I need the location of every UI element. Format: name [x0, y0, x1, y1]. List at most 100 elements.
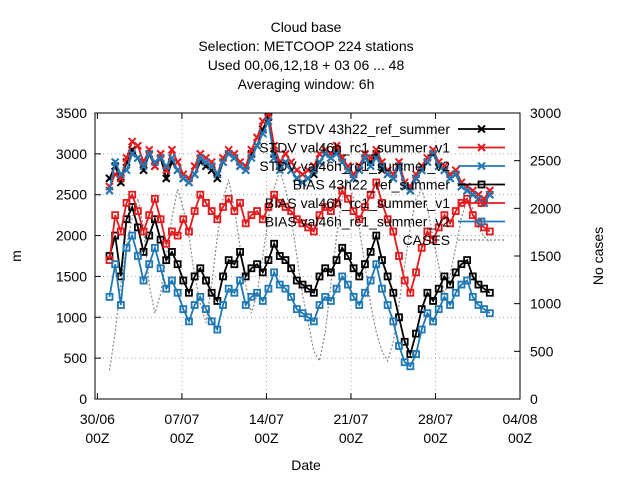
data-point [338, 186, 347, 195]
y2-tick-label: 1500 [530, 248, 561, 264]
data-point [247, 292, 256, 301]
data-point [406, 362, 415, 371]
data-point [162, 256, 171, 264]
data-point [219, 301, 227, 309]
data-point [151, 243, 159, 252]
data-point [133, 153, 143, 163]
data-point [173, 260, 182, 269]
data-point [406, 186, 415, 195]
data-point [429, 297, 437, 305]
legend-item: CASES [403, 232, 505, 248]
data-point [446, 280, 454, 289]
y-tick-label: 3000 [56, 146, 87, 162]
data-point [292, 174, 302, 183]
data-point [412, 329, 420, 338]
data-point [303, 174, 313, 183]
data-point [287, 292, 296, 301]
data-point [349, 292, 358, 301]
data-point [309, 227, 318, 236]
data-point [349, 264, 358, 273]
data-point [434, 223, 443, 232]
data-point [168, 227, 176, 236]
data-point [389, 288, 398, 297]
data-point [451, 170, 460, 179]
title-line-1: Cloud base [271, 19, 342, 35]
y2-tick-label: 2000 [530, 200, 561, 216]
data-point [281, 149, 290, 159]
x-tick-label: 00Z [423, 430, 448, 446]
data-point [162, 239, 171, 248]
plot-frame [94, 112, 521, 400]
data-point [179, 305, 188, 314]
data-point [202, 276, 210, 285]
data-point [236, 276, 244, 285]
data-point [156, 235, 165, 244]
data-point [440, 211, 449, 220]
series-5 [105, 178, 494, 297]
x-tick-label: 21/07 [333, 411, 368, 427]
legend-item: STDV val46h_rc1_summer_v2 [259, 158, 505, 174]
data-point [395, 252, 403, 260]
data-point [468, 272, 477, 281]
data-point [253, 207, 261, 215]
data-point [275, 165, 284, 175]
data-point [156, 153, 165, 163]
data-point [366, 190, 375, 199]
data-point [417, 325, 426, 334]
legend-item: BIAS val46h_rc1_summer_v2 [265, 214, 505, 230]
data-point [468, 211, 477, 220]
data-point [269, 153, 279, 163]
data-point [372, 153, 381, 163]
data-point [468, 190, 477, 199]
data-point [400, 276, 409, 285]
data-point [139, 276, 148, 285]
data-point [275, 252, 284, 260]
data-point [451, 268, 460, 277]
data-point [423, 288, 432, 297]
data-point [477, 180, 486, 189]
data-point [196, 190, 205, 199]
title-line-2: Selection: METCOOP 224 stations [198, 38, 413, 54]
data-point [281, 157, 290, 167]
data-point [344, 280, 352, 289]
y-tick-label: 1000 [56, 309, 87, 325]
data-point [298, 309, 307, 318]
data-point [224, 194, 233, 203]
data-point [366, 248, 375, 256]
data-point [145, 260, 154, 269]
x-tick-label: 00Z [339, 430, 364, 446]
data-point [213, 297, 222, 305]
data-point [309, 288, 318, 297]
data-point [219, 272, 227, 281]
data-point [190, 301, 199, 309]
data-point [145, 211, 154, 220]
legend-item: STDV 43h22_ref_summer [287, 121, 505, 137]
data-point [179, 215, 188, 224]
data-point [247, 153, 256, 163]
data-point [258, 215, 267, 224]
data-point [462, 186, 472, 195]
data-point [162, 174, 171, 183]
data-point [343, 165, 353, 175]
data-point [253, 288, 261, 297]
data-point [360, 153, 370, 163]
data-point [281, 203, 290, 211]
data-point [412, 350, 420, 358]
x-tick-label: 00Z [85, 430, 110, 446]
data-point [128, 190, 137, 199]
data-point [474, 301, 483, 309]
data-point [395, 341, 403, 350]
x-tick-label: 28/07 [418, 411, 453, 427]
data-point [207, 207, 216, 215]
data-point [201, 157, 211, 167]
data-point [219, 203, 227, 211]
data-point [241, 272, 250, 281]
data-point [309, 317, 318, 326]
data-point [190, 272, 199, 281]
x-tick-label: 00Z [170, 430, 195, 446]
data-point [400, 182, 409, 191]
data-point [429, 317, 437, 326]
data-point [304, 313, 313, 322]
data-point [151, 194, 159, 203]
data-point [378, 256, 386, 264]
